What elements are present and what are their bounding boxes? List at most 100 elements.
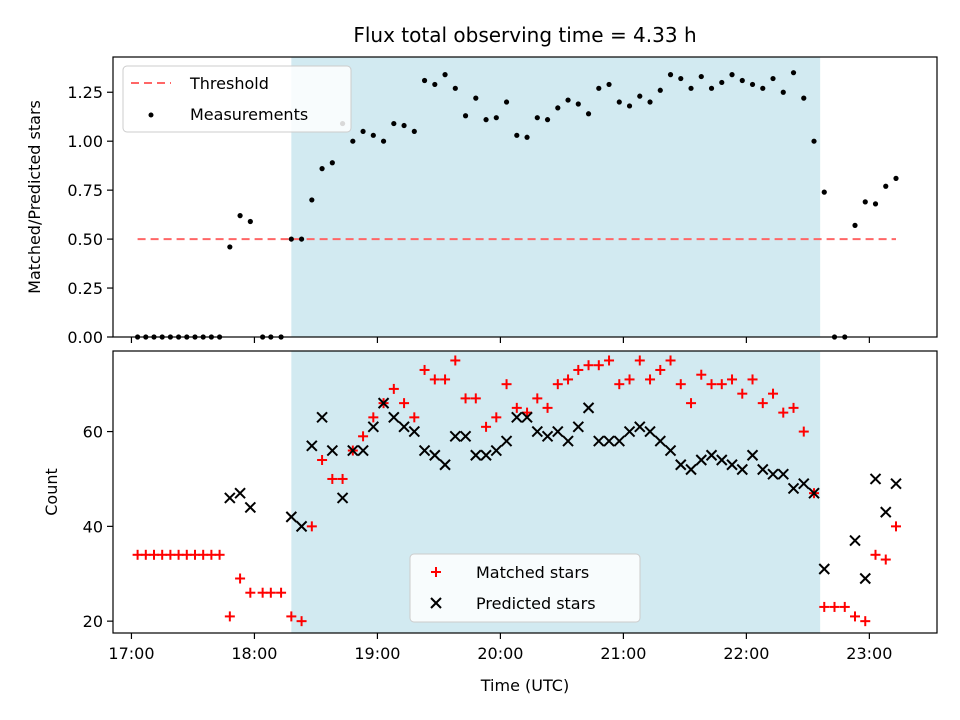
- predicted-star-point: [500, 435, 513, 447]
- measurement-point: [534, 115, 540, 121]
- matched-star-point: [614, 379, 625, 390]
- measurement-point: [350, 138, 356, 144]
- x-tick-label: 21:00: [600, 644, 646, 663]
- matched-star-point: [265, 587, 276, 598]
- measurement-point: [780, 89, 786, 95]
- measurement-point: [616, 99, 622, 105]
- matched-star-point: [419, 364, 430, 375]
- predicted-star-point: [623, 425, 636, 438]
- predicted-star-point: [634, 421, 646, 433]
- y-tick-label: 1.00: [67, 132, 103, 151]
- y-tick-label: 0.25: [67, 279, 103, 298]
- matched-star-point: [368, 412, 379, 423]
- predicted-star-point: [654, 435, 666, 447]
- predicted-star-point: [746, 449, 759, 461]
- bottom-y-axis-label: Count: [42, 468, 61, 516]
- measurement-point: [473, 95, 479, 101]
- measurement-point: [872, 201, 879, 207]
- matched-star-point: [245, 587, 256, 598]
- measurement-point: [391, 120, 397, 127]
- predicted-star-point: [675, 459, 687, 471]
- measurement-point: [729, 72, 735, 78]
- matched-star-point: [481, 421, 492, 432]
- matched-star-point: [737, 388, 748, 399]
- predicted-star-point: [541, 430, 554, 443]
- measurement-point: [421, 77, 428, 84]
- predicted-star-point: [429, 449, 441, 461]
- predicted-star-point: [582, 402, 595, 414]
- measurement-point: [483, 117, 489, 123]
- measurement-point: [309, 197, 315, 203]
- predicted-star-point: [849, 534, 861, 547]
- predicted-star-point: [244, 501, 257, 514]
- legend-measurements-swatch: [148, 112, 154, 118]
- bottom-points-layer: [132, 355, 902, 627]
- matched-star-point: [891, 521, 902, 532]
- matched-star-point: [829, 601, 840, 612]
- matched-star-point: [880, 554, 891, 565]
- matched-star-point: [532, 393, 543, 404]
- predicted-star-point: [757, 463, 769, 476]
- predicted-star-point: [808, 487, 820, 499]
- matched-star-point: [573, 364, 584, 375]
- measurement-point: [821, 189, 827, 195]
- predicted-star-point: [357, 444, 369, 457]
- predicted-star-point: [705, 449, 718, 461]
- matched-star-point: [460, 393, 471, 404]
- matched-star-point: [798, 426, 809, 437]
- measurement-point: [452, 85, 458, 91]
- predicted-star-point: [716, 454, 728, 466]
- predicted-star-point: [562, 435, 574, 447]
- measurement-point: [380, 138, 387, 144]
- matched-star-point: [214, 549, 225, 560]
- legend-predicted-swatch: [430, 597, 442, 609]
- matched-star-point: [655, 364, 666, 375]
- matched-star-point: [306, 521, 317, 532]
- matched-star-point: [429, 374, 440, 385]
- matched-star-point: [593, 360, 604, 371]
- matched-star-point: [501, 379, 512, 390]
- matched-star-point: [747, 374, 758, 385]
- top-legend: Threshold Measurements: [122, 65, 352, 133]
- measurement-point: [626, 103, 633, 109]
- matched-star-point: [317, 455, 328, 466]
- measurement-point: [493, 115, 499, 121]
- matched-star-point: [491, 412, 502, 423]
- predicted-star-point: [224, 492, 236, 504]
- measurement-point: [698, 73, 704, 80]
- x-tick-label: 23:00: [846, 644, 892, 663]
- matched-star-point: [511, 402, 522, 413]
- y-tick-label: 60: [83, 423, 103, 442]
- chart-title: Flux total observing time = 4.33 h: [353, 23, 696, 47]
- matched-star-point: [337, 473, 348, 484]
- matched-star-point: [409, 412, 420, 423]
- top-y-axis-label: Matched/Predicted stars: [25, 100, 44, 294]
- measurement-point: [565, 97, 571, 103]
- measurement-point: [739, 77, 745, 84]
- measurement-point: [401, 122, 407, 129]
- bottom-legend: Matched stars Predicted stars: [409, 553, 641, 623]
- y-tick-label: 40: [83, 517, 103, 536]
- x-tick-label: 22:00: [723, 644, 769, 663]
- predicted-star-point: [613, 435, 625, 447]
- measurement-point: [544, 117, 551, 123]
- matched-star-point: [778, 407, 789, 418]
- predicted-star-point: [859, 572, 871, 585]
- predicted-star-point: [736, 463, 748, 476]
- matched-star-point: [624, 374, 635, 385]
- top-y-ticks: 0.00 0.25 0.50 0.75 1.00 1.25: [67, 83, 113, 347]
- predicted-star-point: [521, 411, 533, 424]
- measurement-point: [647, 99, 653, 105]
- matched-star-point: [850, 611, 861, 622]
- legend-matched-label: Matched stars: [476, 563, 589, 582]
- predicted-star-point: [295, 520, 308, 533]
- predicted-star-point: [480, 449, 492, 461]
- measurement-point: [555, 105, 561, 111]
- predicted-star-point: [511, 411, 523, 424]
- measurement-point: [247, 218, 253, 225]
- predicted-star-point: [347, 444, 359, 457]
- matched-star-point: [296, 616, 307, 627]
- measurement-point: [237, 213, 243, 219]
- matched-star-point: [665, 355, 676, 366]
- matched-star-point: [224, 611, 235, 622]
